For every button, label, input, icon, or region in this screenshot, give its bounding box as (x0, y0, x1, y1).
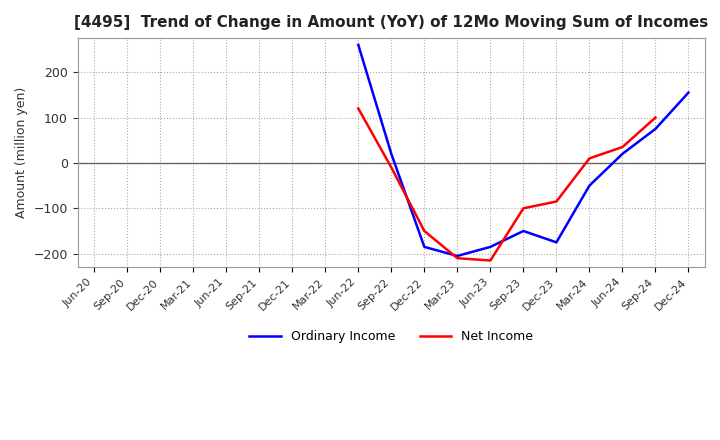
Ordinary Income (486, 244, 495, 249)
Y-axis label: Amount (million yen): Amount (million yen) (15, 87, 28, 218)
Line: Ordinary Income: Ordinary Income (359, 45, 688, 256)
Net Income (552, 199, 561, 204)
Line: Net Income: Net Income (359, 108, 655, 260)
Net Income (585, 156, 594, 161)
Ordinary Income (552, 240, 561, 245)
Ordinary Income (519, 228, 528, 234)
Net Income (519, 205, 528, 211)
Ordinary Income (684, 90, 693, 95)
Ordinary Income (420, 244, 428, 249)
Ordinary Income (651, 126, 660, 132)
Ordinary Income (354, 42, 363, 48)
Title: [4495]  Trend of Change in Amount (YoY) of 12Mo Moving Sum of Incomes: [4495] Trend of Change in Amount (YoY) o… (74, 15, 708, 30)
Net Income (453, 256, 462, 261)
Ordinary Income (453, 253, 462, 259)
Legend: Ordinary Income, Net Income: Ordinary Income, Net Income (244, 325, 539, 348)
Net Income (486, 258, 495, 263)
Net Income (618, 144, 627, 150)
Net Income (354, 106, 363, 111)
Net Income (651, 115, 660, 120)
Ordinary Income (618, 151, 627, 157)
Net Income (387, 165, 396, 170)
Ordinary Income (387, 151, 396, 157)
Ordinary Income (585, 183, 594, 188)
Net Income (420, 228, 428, 234)
